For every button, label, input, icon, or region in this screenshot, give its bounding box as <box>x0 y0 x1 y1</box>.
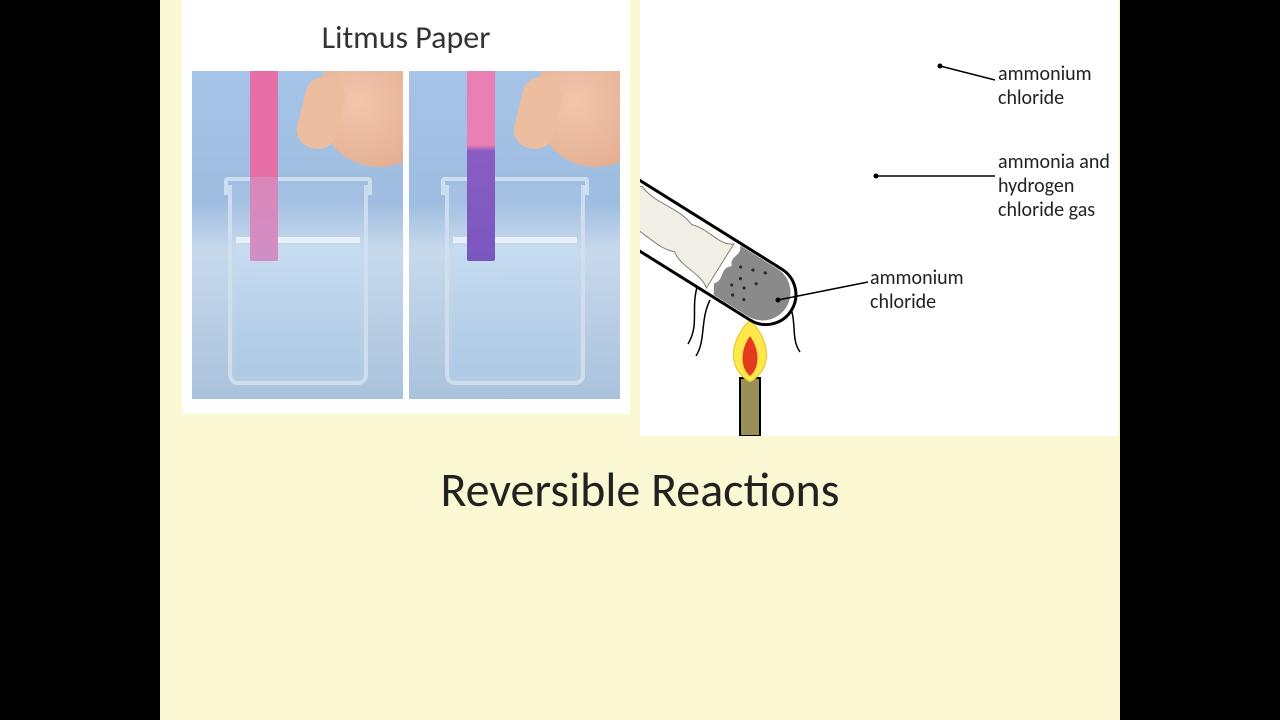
gas-cloud-icon <box>640 121 734 288</box>
heat-wisp-icon <box>688 284 698 344</box>
litmus-strip-pink <box>250 71 278 261</box>
litmus-photo-base <box>409 71 620 399</box>
main-title: Reversible Reactions <box>160 460 1120 519</box>
litmus-title: Litmus Paper <box>182 0 630 71</box>
heat-wisp-icon <box>696 300 710 356</box>
beaker-icon <box>228 185 368 385</box>
slide: Litmus Paper <box>160 0 1120 720</box>
litmus-panel: Litmus Paper <box>182 0 630 414</box>
burner-icon <box>740 378 760 436</box>
leader-line <box>940 66 995 80</box>
litmus-photo-acid <box>192 71 403 399</box>
tube-diagram-panel: ammonium chloride ammonia and hydrogen c… <box>640 0 1118 436</box>
beaker-icon <box>445 185 585 385</box>
label-middle: ammonia and hydrogen chloride gas <box>998 150 1116 222</box>
label-top: ammonium chloride <box>998 62 1118 110</box>
litmus-strip-purple <box>467 71 495 261</box>
label-bottom: ammonium chloride <box>870 266 980 314</box>
litmus-photos <box>182 71 630 399</box>
